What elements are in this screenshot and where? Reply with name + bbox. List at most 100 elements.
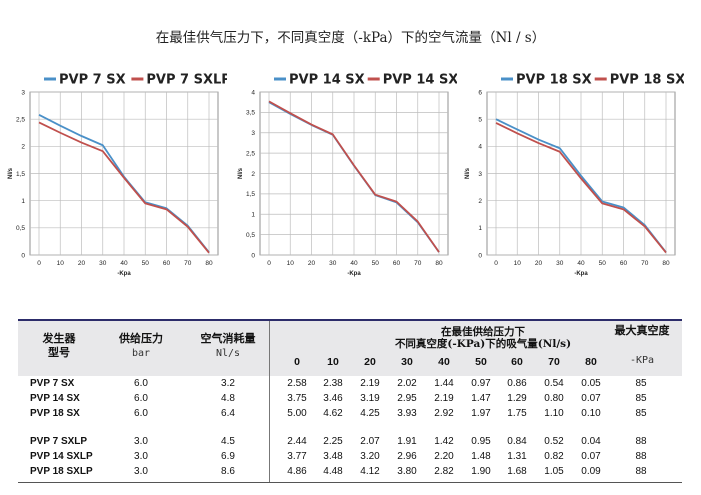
header-generator-line1: 发生器 bbox=[42, 332, 76, 345]
y-tick-label: 2,5 bbox=[246, 150, 255, 157]
cell-model: PVP 18 SXLP bbox=[30, 466, 93, 477]
cell-flow: 1.75 bbox=[507, 408, 527, 419]
cell-air-consumption: 6.4 bbox=[221, 408, 235, 419]
x-tick-label: 70 bbox=[414, 260, 422, 267]
cell-flow: 0.95 bbox=[471, 436, 491, 447]
cell-flow: 0.86 bbox=[507, 378, 527, 389]
x-tick-label: 30 bbox=[556, 260, 564, 267]
cell-flow: 4.48 bbox=[323, 466, 343, 477]
cell-model: PVP 14 SXLP bbox=[30, 451, 93, 462]
x-tick-label: 0 bbox=[494, 260, 498, 267]
cell-flow: 2.25 bbox=[323, 436, 343, 447]
cell-flow: 2.19 bbox=[360, 378, 380, 389]
cell-flow: 2.58 bbox=[287, 378, 307, 389]
cell-model: PVP 7 SX bbox=[30, 378, 75, 389]
cell-flow: 4.86 bbox=[287, 466, 307, 477]
cell-flow: 1.91 bbox=[397, 436, 417, 447]
header-generator-line2: 型号 bbox=[48, 346, 70, 359]
cell-flow: 0.07 bbox=[581, 393, 601, 404]
flow-level-header: 20 bbox=[364, 356, 376, 368]
flow-level-header: 50 bbox=[475, 356, 487, 368]
x-tick-label: 50 bbox=[599, 260, 607, 267]
table-header-band bbox=[18, 321, 682, 376]
cell-supply-pressure: 6.0 bbox=[134, 408, 148, 419]
cell-flow: 1.42 bbox=[434, 436, 454, 447]
cell-flow: 4.62 bbox=[323, 408, 343, 419]
cell-max-vacuum: 85 bbox=[635, 408, 647, 419]
flow-level-header: 80 bbox=[585, 356, 597, 368]
series-line bbox=[495, 118, 667, 253]
flow-level-header: 0 bbox=[294, 356, 300, 368]
cell-flow: 2.20 bbox=[434, 451, 454, 462]
cell-flow: 1.48 bbox=[471, 451, 491, 462]
header-consumption-unit: Nl/s bbox=[215, 348, 241, 359]
cell-flow: 2.38 bbox=[323, 378, 343, 389]
x-tick-label: 80 bbox=[205, 260, 213, 267]
x-tick-label: 10 bbox=[287, 260, 295, 267]
legend-label: PVP 7 SX bbox=[59, 73, 126, 88]
cell-flow: 1.31 bbox=[507, 451, 527, 462]
page-title: 在最佳供气压力下，不同真空度（-kPa）下的空气流量（Nl / s） bbox=[155, 30, 546, 46]
y-tick-label: 5 bbox=[478, 116, 482, 123]
x-tick-label: 20 bbox=[535, 260, 543, 267]
cell-flow: 0.82 bbox=[544, 451, 564, 462]
legend-label: PVP 18 SXLP bbox=[610, 73, 684, 88]
cell-flow: 0.97 bbox=[471, 378, 491, 389]
legend-label: PVP 14 SX bbox=[289, 73, 365, 88]
x-tick-label: 10 bbox=[57, 260, 65, 267]
cell-supply-pressure: 3.0 bbox=[134, 466, 148, 477]
cell-flow: 0.09 bbox=[581, 466, 601, 477]
cell-flow: 2.92 bbox=[434, 408, 454, 419]
cell-flow: 4.12 bbox=[360, 466, 380, 477]
header-max-vacuum-unit: -KPa bbox=[629, 355, 655, 366]
spec-table: 发生器 型号 供给压力 bar 空气消耗量 Nl/s 在最佳供给压力下 不同真空… bbox=[18, 319, 682, 483]
cell-flow: 3.48 bbox=[323, 451, 343, 462]
x-tick-label: 40 bbox=[350, 260, 358, 267]
cell-flow: 3.75 bbox=[287, 393, 307, 404]
cell-flow: 1.10 bbox=[544, 408, 564, 419]
cell-supply-pressure: 6.0 bbox=[134, 378, 148, 389]
cell-flow: 4.25 bbox=[360, 408, 380, 419]
x-tick-label: 70 bbox=[184, 260, 192, 267]
x-tick-label: 10 bbox=[514, 260, 522, 267]
x-tick-label: 80 bbox=[435, 260, 443, 267]
cell-flow: 2.07 bbox=[360, 436, 380, 447]
cell-air-consumption: 3.2 bbox=[221, 378, 235, 389]
chart-pvp-7: 0 0,5 1 1,5 2 2,5 3 0 10 20 30 40 50 60 70 80 -Kpa Nl/s PV… bbox=[2, 68, 227, 280]
header-supply-pressure: 供给压力 bbox=[119, 332, 163, 345]
x-tick-label: 40 bbox=[577, 260, 585, 267]
cell-flow: 2.96 bbox=[397, 451, 417, 462]
cell-flow: 1.47 bbox=[471, 393, 491, 404]
cell-flow: 3.19 bbox=[360, 393, 380, 404]
y-tick-label: 4 bbox=[478, 144, 482, 151]
cell-air-consumption: 8.6 bbox=[221, 466, 235, 477]
header-flow-title-line2: 不同真空度(-KPa)下的吸气量(Nl/s) bbox=[394, 338, 572, 350]
header-generator: 发生器 型号 bbox=[18, 332, 100, 360]
chart-svg: 00,511,522,530 10 20 30 40 50 60 70 80-KpaNl/sPV… bbox=[8, 73, 227, 278]
cell-flow: 0.54 bbox=[544, 378, 564, 389]
y-tick-label: 2 bbox=[478, 198, 482, 205]
x-tick-label: 80 bbox=[662, 260, 670, 267]
cell-flow: 3.20 bbox=[360, 451, 380, 462]
cell-supply-pressure: 3.0 bbox=[134, 451, 148, 462]
x-tick-label: 50 bbox=[142, 260, 150, 267]
x-tick-label: 50 bbox=[372, 260, 380, 267]
cell-flow: 0.10 bbox=[581, 408, 601, 419]
cell-flow: 2.82 bbox=[434, 466, 454, 477]
y-tick-label: 0 bbox=[21, 252, 25, 259]
y-tick-label: 6 bbox=[478, 89, 482, 96]
cell-flow: 3.80 bbox=[397, 466, 417, 477]
x-tick-label: 70 bbox=[641, 260, 649, 267]
cell-air-consumption: 4.5 bbox=[221, 436, 235, 447]
flow-level-header: 10 bbox=[327, 356, 339, 368]
x-axis-label: -Kpa bbox=[117, 271, 131, 277]
chart-svg: 00,511,522,533,540 10 20 30 40 50 60 70 80-KpaNl… bbox=[238, 73, 457, 278]
cell-flow: 3.77 bbox=[287, 451, 307, 462]
cell-flow: 3.93 bbox=[397, 408, 417, 419]
cell-max-vacuum: 85 bbox=[635, 378, 647, 389]
y-tick-label: 1,5 bbox=[16, 171, 25, 178]
cell-air-consumption: 4.8 bbox=[221, 393, 235, 404]
cell-flow: 0.52 bbox=[544, 436, 564, 447]
x-tick-label: 0 bbox=[267, 260, 271, 267]
